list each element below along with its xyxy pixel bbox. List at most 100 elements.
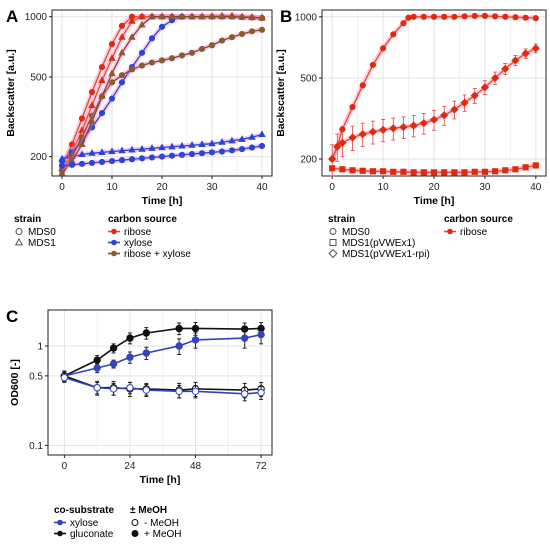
- data-point: [258, 13, 266, 21]
- data-point: [238, 12, 246, 20]
- legend-marker-circle: [15, 228, 23, 235]
- data-point: [369, 168, 377, 175]
- data-point: [409, 121, 418, 130]
- data-point: [142, 386, 151, 394]
- data-point: [188, 141, 196, 148]
- data-point: [126, 334, 134, 342]
- data-point: [368, 127, 377, 136]
- data-point: [188, 12, 196, 20]
- data-point: [228, 34, 236, 41]
- data-point: [390, 31, 397, 38]
- data-point: [379, 45, 387, 52]
- legend-meoh-title: ± MeOH: [130, 505, 167, 516]
- legend-strain-label: MDS1: [28, 238, 56, 249]
- data-point: [480, 83, 489, 92]
- data-point: [491, 168, 499, 175]
- data-point: [348, 133, 357, 142]
- legend-strain-title: strain: [328, 214, 355, 225]
- data-point: [148, 144, 156, 151]
- y-tick-label: 500: [30, 72, 47, 83]
- x-tick-label: 24: [124, 461, 136, 472]
- chart-c: 0 24 48 72 0.1 0.5 1 Time [h] OD600 [-] co-substr…: [9, 309, 273, 540]
- data-point: [168, 142, 176, 150]
- data-point: [178, 52, 186, 59]
- data-point: [128, 156, 136, 163]
- data-point: [238, 146, 246, 153]
- data-point: [98, 148, 106, 155]
- data-point: [481, 12, 489, 20]
- legend-strain-label: MDS1(pVWEx1): [342, 238, 415, 249]
- y-tick-label: 1: [37, 341, 43, 352]
- panel-b-letter: B: [280, 7, 292, 26]
- data-point: [128, 66, 136, 73]
- data-point: [420, 13, 427, 20]
- data-point: [238, 135, 246, 142]
- data-point: [359, 82, 366, 89]
- data-point: [88, 149, 96, 156]
- data-point: [451, 169, 458, 176]
- y-tick-label: 500: [300, 74, 317, 85]
- data-point: [118, 48, 126, 56]
- data-point: [441, 13, 448, 20]
- data-point: [78, 140, 86, 148]
- data-point: [138, 62, 146, 69]
- y-tick-label: 200: [300, 155, 317, 166]
- data-point: [108, 157, 116, 165]
- legend-meoh-marker: [131, 530, 139, 537]
- data-point: [420, 169, 427, 176]
- data-point: [168, 12, 176, 20]
- data-point: [98, 109, 106, 117]
- data-point: [501, 64, 510, 73]
- data-point: [389, 124, 398, 133]
- data-point: [238, 30, 246, 38]
- data-point: [175, 387, 183, 395]
- data-point: [88, 101, 96, 109]
- data-point: [93, 356, 101, 364]
- data-point: [93, 384, 101, 392]
- data-point: [512, 14, 519, 21]
- x-tick-label: 0: [59, 182, 65, 193]
- legend-strain-title: strain: [14, 214, 41, 225]
- chart-b: 0 10 20 30 40 200 500 1000 Time [h] Backscatter […: [275, 9, 547, 260]
- x-tick-label: 0: [62, 461, 68, 472]
- data-point: [178, 141, 186, 149]
- data-point: [118, 79, 126, 86]
- data-point: [400, 20, 407, 27]
- x-tick-label: 10: [106, 182, 118, 193]
- data-point: [258, 130, 266, 138]
- data-point: [450, 105, 459, 114]
- x-tick-label: 48: [190, 461, 202, 472]
- data-point: [429, 115, 439, 124]
- legend-carbon-label: xylose: [124, 238, 153, 249]
- data-point: [58, 169, 66, 176]
- data-point: [168, 55, 176, 62]
- data-point: [109, 360, 118, 368]
- data-point: [148, 59, 156, 66]
- legend-swatch-dot: [57, 530, 63, 537]
- data-point: [502, 167, 509, 174]
- data-point: [379, 125, 388, 134]
- data-point: [359, 167, 366, 174]
- data-point: [451, 13, 458, 20]
- legend-carbon-title: carbon source: [444, 214, 513, 225]
- legend-cosub-title: co-substrate: [54, 505, 114, 516]
- y-tick-label: 200: [30, 152, 47, 163]
- data-point: [138, 155, 146, 162]
- data-point: [142, 349, 151, 357]
- data-point: [399, 123, 408, 132]
- x-tick-label: 20: [428, 182, 440, 193]
- data-point: [98, 158, 106, 166]
- data-point: [168, 152, 176, 159]
- legend-carbon-label: ribose: [460, 227, 488, 238]
- data-point: [58, 162, 66, 169]
- data-point: [128, 33, 136, 40]
- data-point: [78, 115, 86, 122]
- data-point: [88, 117, 96, 124]
- data-point: [198, 45, 206, 53]
- data-point: [491, 13, 499, 20]
- data-point: [60, 373, 69, 382]
- data-point: [410, 169, 417, 176]
- data-point: [198, 140, 206, 148]
- legend-swatch-dot: [57, 519, 63, 526]
